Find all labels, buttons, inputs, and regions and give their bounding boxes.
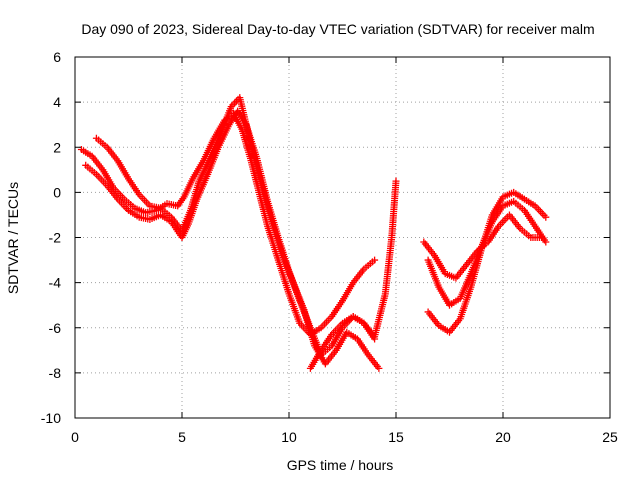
series-track-d [306, 177, 400, 372]
y-tick-label: 0 [53, 184, 61, 200]
x-tick-label: 0 [71, 429, 79, 445]
series-track-b [82, 107, 379, 359]
data-point [538, 234, 546, 241]
axis-ticks: 0 5 10 15 20 25 -10 -8 -6 -4 -2 0 2 4 6 [41, 49, 618, 445]
data-point [542, 238, 550, 246]
y-tick-label: 2 [53, 139, 61, 155]
y-tick-label: -4 [49, 275, 62, 291]
data-point [542, 213, 550, 221]
y-tick-label: -10 [41, 410, 61, 426]
data-point [371, 256, 379, 264]
series-track-e [424, 188, 550, 336]
series-track-g [420, 211, 546, 282]
y-tick-label: 4 [53, 94, 61, 110]
x-tick-label: 10 [281, 429, 297, 445]
y-tick-label: 6 [53, 49, 61, 65]
y-tick-label: -8 [49, 365, 62, 381]
x-tick-label: 5 [178, 429, 186, 445]
data-points [77, 94, 550, 372]
chart-title: Day 090 of 2023, Sidereal Day-to-day VTE… [81, 21, 594, 37]
y-tick-label: -2 [49, 230, 62, 246]
x-axis-label: GPS time / hours [287, 457, 394, 473]
data-point [392, 177, 400, 185]
x-tick-label: 15 [388, 429, 404, 445]
y-axis-label: SDTVAR / TECUs [5, 182, 21, 294]
y-tick-label: -6 [49, 320, 62, 336]
data-point [375, 364, 383, 372]
x-tick-label: 20 [495, 429, 511, 445]
series-track-c [92, 94, 383, 372]
series-track-a [77, 109, 379, 339]
series-track-f [424, 197, 550, 309]
x-tick-label: 25 [602, 429, 618, 445]
